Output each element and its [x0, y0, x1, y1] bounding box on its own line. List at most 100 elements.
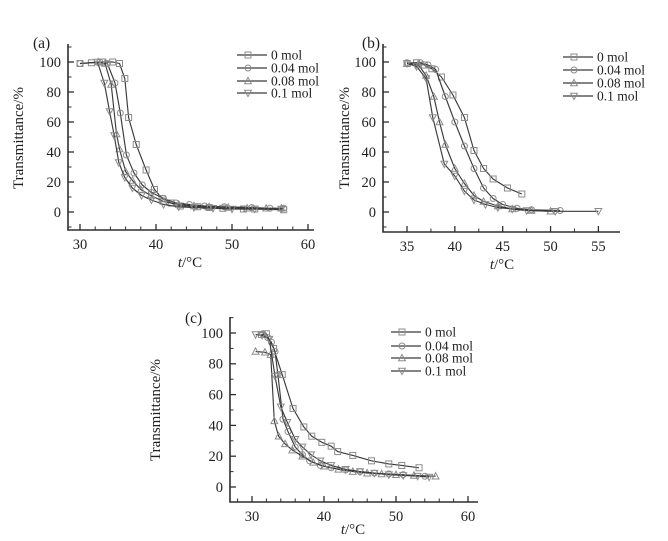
circle-marker — [470, 165, 478, 172]
square-marker — [125, 114, 133, 121]
triangle-down-marker — [147, 196, 156, 205]
x-axis-label: t/°C — [341, 522, 365, 538]
series-line-0-08-mol — [406, 62, 551, 212]
legend-label: 0.1 mol — [597, 89, 639, 104]
triangle-down-marker — [250, 205, 260, 214]
triangle-up-marker — [469, 190, 479, 199]
triangle-up-marker — [260, 347, 270, 356]
legend-item: 0.08 mol — [563, 76, 645, 91]
triangle-down-marker — [440, 160, 449, 169]
legend-label: 0 mol — [271, 48, 302, 63]
triangle-down-marker — [450, 172, 460, 181]
y-axis-label: Transmittance/% — [148, 359, 164, 461]
triangle-up-marker — [308, 457, 318, 466]
triangle-down-marker — [370, 469, 379, 478]
triangle-up-marker — [435, 117, 444, 126]
circle-marker — [271, 347, 279, 355]
y-tick-label: 40 — [362, 145, 377, 161]
triangle-down-marker — [290, 435, 300, 444]
circle-marker — [116, 109, 124, 117]
triangle-down-marker — [227, 205, 237, 214]
triangle-down-marker — [522, 207, 531, 216]
legend-square-icon — [244, 51, 252, 59]
triangle-down-marker — [270, 372, 280, 381]
triangle-down-marker — [114, 159, 123, 168]
triangle-up-marker — [460, 178, 469, 187]
triangle-down-marker — [481, 201, 490, 210]
x-tick-label: 30 — [245, 509, 260, 525]
square-marker — [415, 464, 423, 472]
legend-label: 0.1 mol — [425, 364, 467, 379]
y-axis-label: Transmittance/% — [11, 87, 27, 189]
panel-label: (c) — [185, 310, 202, 327]
square-marker — [308, 432, 316, 440]
legend-item: 0 mol — [563, 50, 628, 65]
square-marker — [460, 114, 468, 121]
y-tick-label: 60 — [47, 115, 62, 131]
square-marker — [121, 75, 129, 82]
legend-item: 0.1 mol — [237, 86, 313, 101]
legend-label: 0.08 mol — [271, 74, 319, 89]
triangle-up-marker — [288, 445, 297, 454]
legend-circle-icon — [244, 64, 252, 72]
triangle-down-marker — [424, 473, 434, 482]
square-marker — [278, 371, 286, 379]
triangle-down-marker — [298, 443, 307, 452]
y-tick-label: 80 — [47, 85, 62, 101]
triangle-down-marker — [316, 457, 325, 466]
series-line-0-mol — [261, 333, 420, 469]
legend-item: 0.1 mol — [391, 364, 467, 379]
x-axis-label: t/°C — [178, 255, 202, 271]
x-tick-label: 40 — [448, 239, 463, 255]
legend-item: 0.1 mol — [563, 89, 639, 104]
y-tick-label: 0 — [54, 205, 61, 221]
triangle-up-marker — [115, 144, 124, 153]
triangle-up-marker — [334, 464, 343, 473]
legend-item: 0.04 mol — [563, 63, 645, 78]
circle-marker — [460, 142, 468, 150]
series-line-0-mol — [406, 62, 523, 195]
triangle-up-marker — [429, 91, 439, 100]
x-axis-label: t/°C — [490, 257, 514, 273]
legend-square-icon — [570, 53, 578, 61]
circle-marker — [480, 184, 488, 192]
triangle-down-marker — [551, 207, 560, 216]
triangle-down-marker — [594, 207, 603, 216]
triangle-down-marker — [341, 465, 350, 474]
square-marker — [480, 165, 488, 172]
legend-triangle-down-icon — [569, 92, 579, 101]
triangle-down-marker — [469, 196, 479, 205]
legend-triangle-up-icon — [397, 353, 407, 362]
triangle-up-marker — [242, 203, 252, 212]
triangle-up-marker — [251, 346, 260, 355]
y-axis-label: Transmittance/% — [337, 87, 353, 189]
triangle-up-marker — [450, 163, 460, 172]
legend-item: 0.04 mol — [237, 61, 319, 76]
triangle-down-marker — [174, 203, 184, 212]
x-tick-label: 30 — [73, 237, 88, 253]
triangle-up-marker — [223, 202, 233, 211]
square-marker — [518, 190, 526, 198]
triangle-down-marker — [326, 462, 336, 471]
legend-triangle-down-icon — [243, 89, 253, 98]
triangle-down-marker — [120, 174, 130, 183]
triangle-up-marker — [274, 431, 283, 440]
y-tick-label: 80 — [362, 85, 377, 101]
x-tick-label: 50 — [225, 237, 240, 253]
triangle-up-marker — [106, 79, 116, 88]
triangle-down-marker — [412, 63, 421, 72]
triangle-up-marker — [100, 58, 110, 67]
circle-marker — [432, 66, 440, 73]
circle-marker — [489, 195, 497, 202]
triangle-up-marker — [431, 471, 440, 480]
triangle-down-marker — [208, 204, 218, 213]
legend-item: 0.08 mol — [391, 351, 473, 366]
circle-marker — [122, 151, 130, 159]
triangle-down-marker — [93, 58, 102, 67]
square-marker — [449, 91, 457, 99]
legend-label: 0.08 mol — [597, 76, 645, 91]
axis-spines — [229, 317, 478, 503]
triangle-up-marker — [189, 201, 199, 210]
triangle-up-marker — [319, 461, 329, 470]
x-tick-label: 35 — [400, 239, 415, 255]
